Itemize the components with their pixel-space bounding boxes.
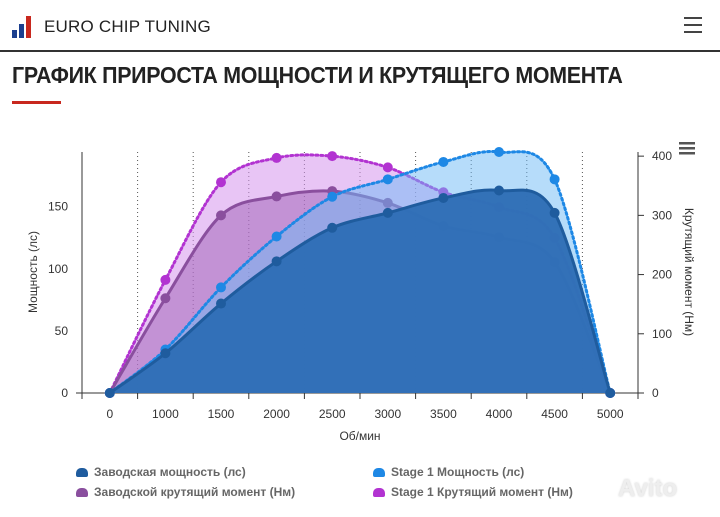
page-title: ГРАФИК ПРИРОСТА МОЩНОСТИ И КРУТЯЩЕГО МОМ…	[12, 62, 623, 88]
point-stage1-power	[271, 231, 282, 242]
x-axis-label: Об/мин	[339, 429, 380, 443]
point-stock-power	[271, 256, 282, 267]
x-tick-label: 3000	[374, 407, 401, 421]
point-stock-power	[438, 192, 449, 203]
legend-label: Заводской крутящий момент (Нм)	[94, 485, 296, 499]
point-stock-power	[216, 298, 226, 309]
legend-label: Заводская мощность (лс)	[94, 465, 246, 479]
point-stock-power	[104, 388, 115, 398]
point-stage1-torque	[271, 152, 282, 163]
x-tick-label: 1500	[208, 407, 235, 421]
point-stage1-power	[494, 147, 504, 157]
area-stock-power	[109, 189, 611, 393]
point-stage1-power	[549, 174, 560, 185]
x-tick-label: 2500	[319, 407, 346, 421]
point-stock-power	[549, 207, 560, 218]
point-stock-power	[160, 348, 171, 359]
point-stage1-torque	[160, 274, 171, 285]
legend-item-stock-power[interactable]: Заводская мощность (лс)	[76, 462, 295, 482]
hamburger-icon[interactable]	[684, 17, 702, 33]
legend-left: Заводская мощность (лс) Заводской крутящ…	[76, 462, 295, 502]
y-axis-left-label: Мощность (лс)	[26, 231, 40, 313]
point-stage1-torque	[216, 177, 226, 188]
point-stock-torque	[160, 293, 171, 304]
y-left-tick-label: 50	[55, 324, 69, 338]
legend-swatch	[76, 467, 88, 477]
point-stage1-power	[327, 191, 338, 202]
x-tick-label: 4500	[541, 407, 568, 421]
point-stock-power	[494, 185, 504, 196]
header: EURO CHIP TUNING	[0, 0, 720, 52]
legend-item-stage1-power[interactable]: Stage 1 Мощность (лс)	[373, 462, 573, 482]
x-tick-label: 1000	[152, 407, 179, 421]
legend-right: Stage 1 Мощность (лс) Stage 1 Крутящий м…	[373, 462, 573, 502]
y-right-tick-label: 300	[652, 208, 672, 222]
legend-item-stage1-torque[interactable]: Stage 1 Крутящий момент (Нм)	[373, 482, 573, 502]
y-right-tick-label: 400	[652, 149, 672, 163]
legend-label: Stage 1 Мощность (лс)	[391, 465, 525, 479]
x-tick-label: 4000	[486, 407, 513, 421]
y-right-tick-label: 100	[652, 327, 672, 341]
point-stage1-power	[438, 156, 449, 167]
export-menu-icon[interactable]	[679, 142, 695, 155]
y-left-tick-label: 150	[48, 200, 68, 214]
y-right-tick-label: 200	[652, 268, 672, 282]
chart: 0 1000 1500 2000 2500 3000 3500 4000 4500 5000050…	[26, 142, 696, 443]
point-stock-power	[605, 388, 616, 398]
avito-watermark: Avito	[618, 475, 678, 502]
x-tick-label: 3500	[430, 407, 457, 421]
point-stage1-power	[382, 174, 393, 185]
point-stock-power	[382, 207, 393, 218]
legend-swatch	[76, 487, 88, 497]
point-stock-torque	[271, 191, 282, 202]
y-left-tick-label: 0	[61, 386, 68, 400]
title-underline	[12, 101, 61, 104]
x-tick-label: 2000	[263, 407, 290, 421]
x-tick-label: 0	[106, 407, 113, 421]
y-right-tick-label: 0	[652, 386, 659, 400]
logo-icon	[12, 16, 31, 38]
legend-label: Stage 1 Крутящий момент (Нм)	[391, 485, 573, 499]
point-stock-power	[327, 222, 338, 233]
point-stock-torque	[216, 210, 226, 221]
x-tick-label: 5000	[597, 407, 624, 421]
point-stage1-torque	[382, 162, 393, 173]
y-left-tick-label: 100	[48, 262, 68, 276]
point-stage1-power	[216, 282, 226, 293]
legend-item-stock-torque[interactable]: Заводской крутящий момент (Нм)	[76, 482, 295, 502]
legend-swatch	[373, 487, 385, 497]
point-stage1-torque	[327, 151, 338, 162]
legend-swatch	[373, 467, 385, 477]
y-axis-right-label: Крутящий момент (Нм)	[682, 208, 696, 336]
brand-name: EURO CHIP TUNING	[44, 17, 211, 36]
